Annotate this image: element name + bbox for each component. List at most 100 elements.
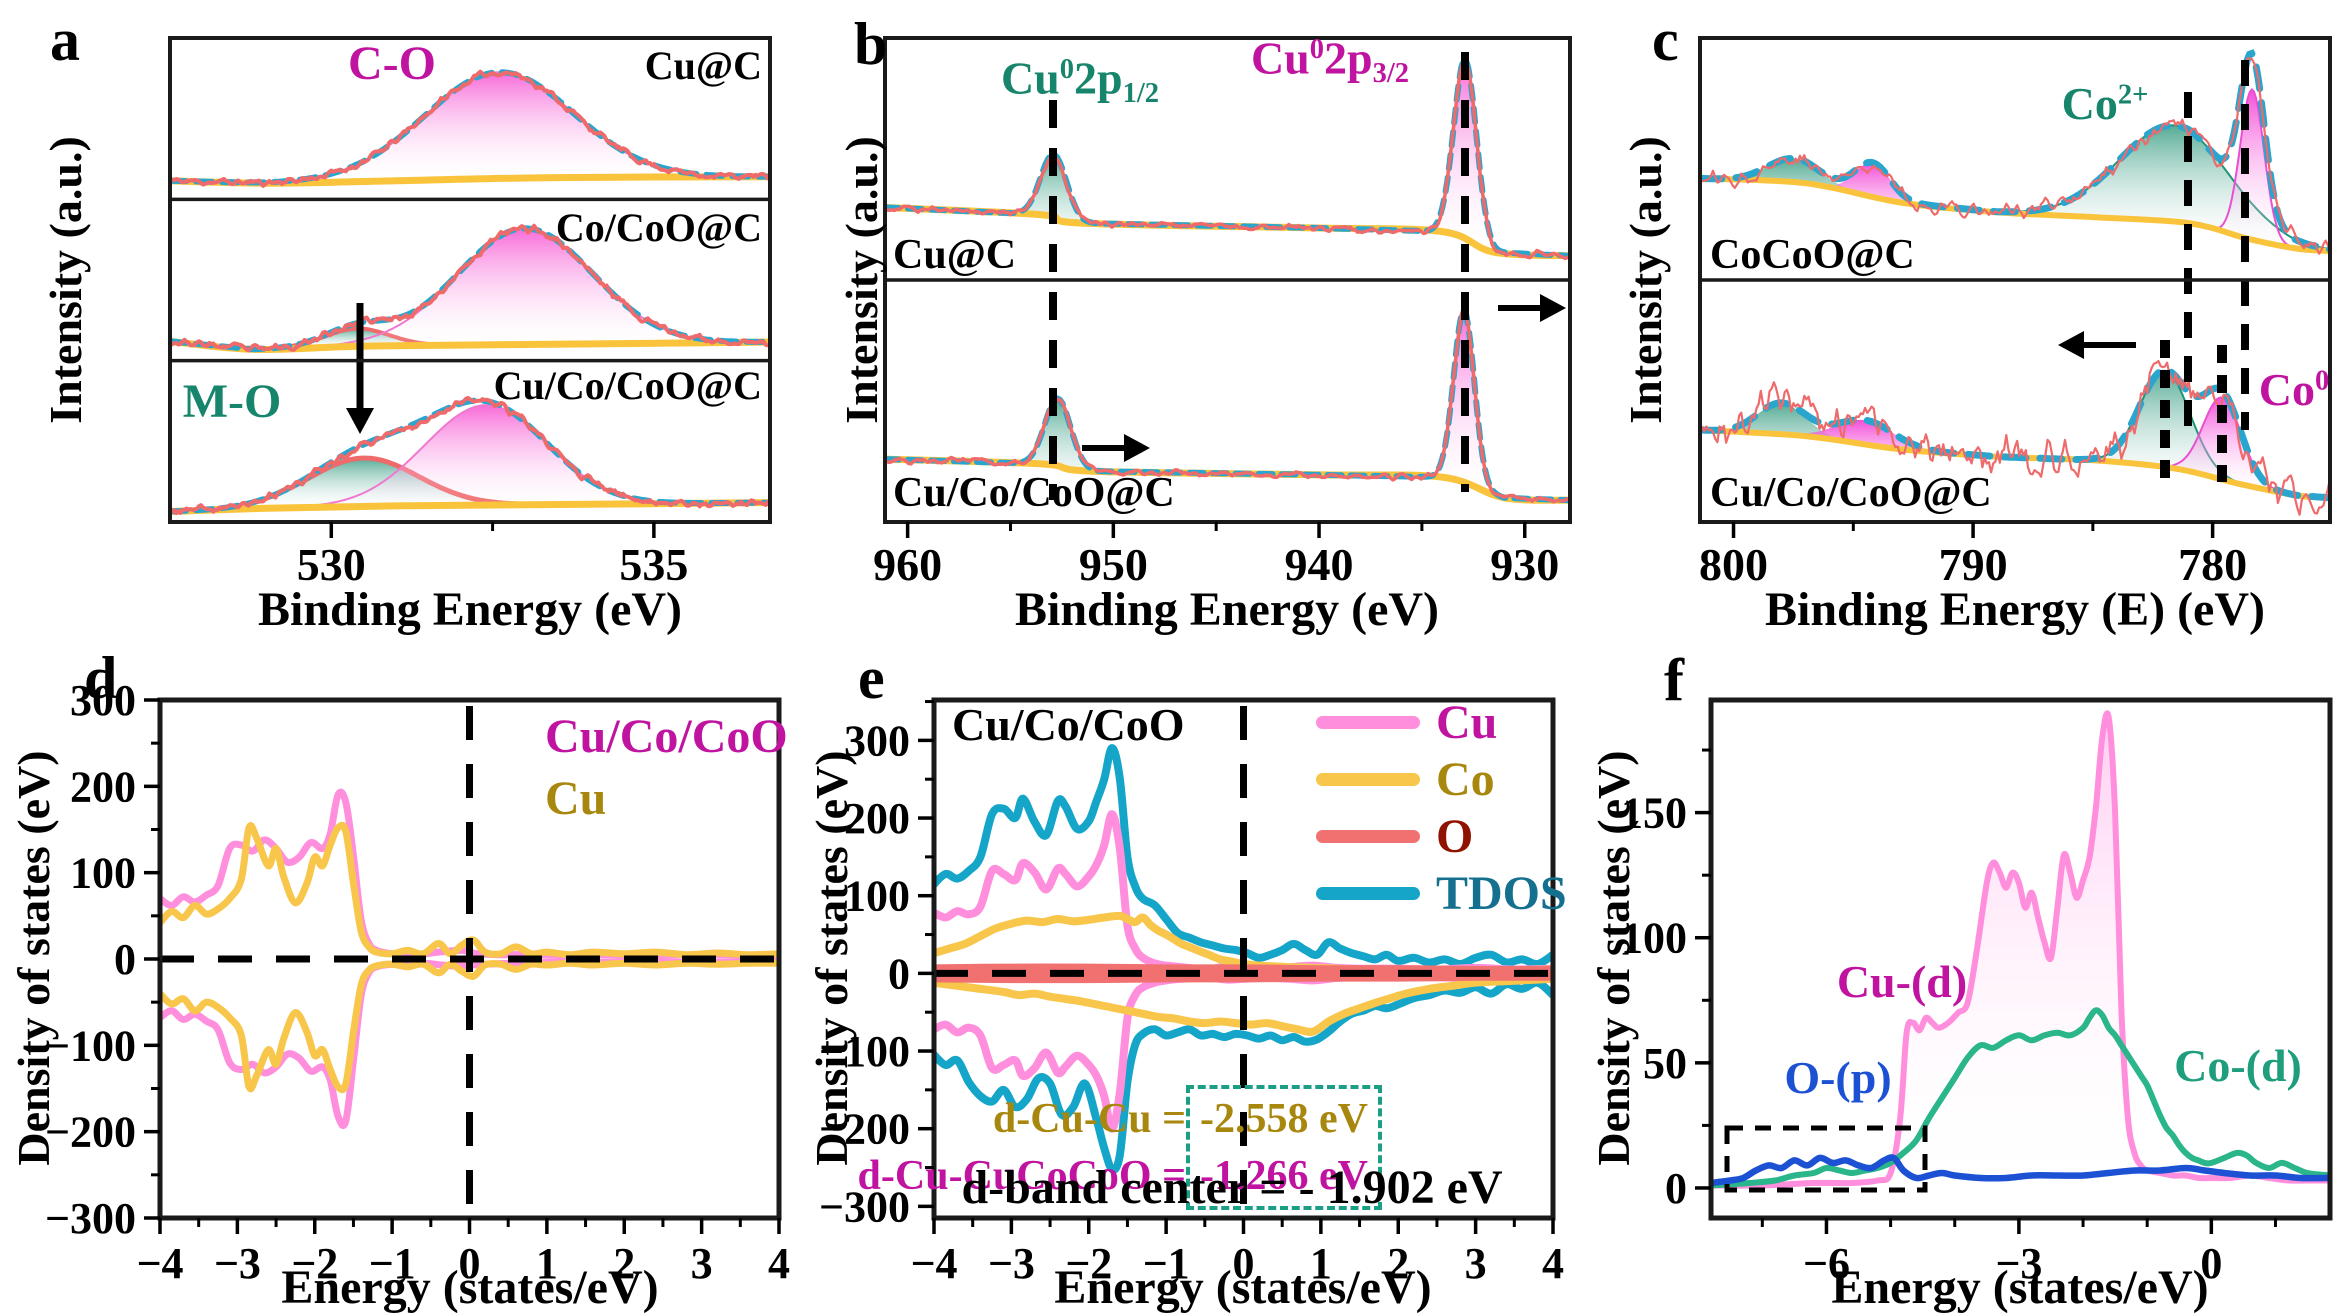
- svg-text:0: 0: [1665, 1164, 1687, 1213]
- panel-b-xlabel: Binding Energy (eV): [1014, 583, 1440, 636]
- panel-c-ylabel: Intensity (a.u.): [1620, 136, 1671, 424]
- o-line-swatch: [1316, 830, 1420, 843]
- panel-d-dband-values-box: -2.558 eV -1.266 eV: [1186, 1085, 1382, 1211]
- panel-c-xlabel: Binding Energy (E) (eV): [1764, 583, 2266, 636]
- svg-text:−300: −300: [819, 1182, 910, 1231]
- svg-text:−2: −2: [291, 1239, 338, 1288]
- panel-f-cud-label: Cu-(d): [1836, 956, 1968, 1007]
- panel-c-co0-label: Co0: [2258, 364, 2330, 415]
- panel-b-ylabel: Intensity (a.u.): [836, 136, 887, 424]
- svg-text:−100: −100: [819, 1027, 910, 1076]
- svg-text:200: 200: [844, 794, 910, 843]
- panel-d-legend-cucocoo: Cu/Co/CoO: [545, 710, 788, 763]
- svg-text:530: 530: [297, 539, 366, 590]
- svg-text:3: 3: [691, 1239, 713, 1288]
- panel-a-ylabel: Intensity (a.u.): [40, 136, 91, 424]
- panel-b-sample-2: Cu/Co/CoO@C: [893, 470, 1175, 516]
- svg-text:−300: −300: [45, 1194, 136, 1243]
- svg-text:0: 0: [114, 935, 136, 984]
- legend-row-o: O: [1316, 808, 1567, 865]
- panel-b-peak2-label: Cu02p3/2: [1250, 32, 1410, 90]
- legend-row-cu: Cu: [1316, 694, 1567, 751]
- svg-text:2: 2: [1387, 1239, 1409, 1288]
- svg-text:4: 4: [1542, 1239, 1564, 1288]
- svg-text:−4: −4: [910, 1239, 957, 1288]
- panel-d-legend-cu: Cu: [545, 772, 607, 826]
- svg-text:3: 3: [1465, 1239, 1487, 1288]
- legend-row-tdos: TDOS: [1316, 865, 1567, 922]
- svg-text:780: 780: [2178, 539, 2247, 590]
- panel-c-sample-2: Cu/Co/CoO@C: [1710, 470, 1992, 516]
- svg-text:−200: −200: [819, 1105, 910, 1154]
- svg-text:0: 0: [459, 1239, 481, 1288]
- svg-text:940: 940: [1285, 539, 1354, 590]
- panel-f-op-label: O-(p): [1784, 1052, 1892, 1103]
- panel-f-ylabel: Density of states (eV): [1588, 750, 1639, 1166]
- svg-text:−3: −3: [1995, 1239, 2042, 1288]
- panel-d-legend: Cu/Co/CoO Cu: [545, 706, 788, 831]
- panel-a-xlabel: Binding Energy (eV): [257, 583, 683, 636]
- svg-text:−3: −3: [214, 1239, 261, 1288]
- panel-f-xlabel: Energy (states/eV): [1831, 1261, 2209, 1314]
- svg-text:0: 0: [888, 949, 910, 998]
- svg-text:100: 100: [844, 872, 910, 921]
- svg-text:100: 100: [70, 849, 136, 898]
- svg-text:0: 0: [2200, 1239, 2222, 1288]
- panel-d-letter: d: [84, 645, 118, 711]
- svg-text:2: 2: [613, 1239, 635, 1288]
- panel-b-sample-1: Cu@C: [893, 232, 1017, 278]
- panel-a-peak-mo-label: M-O: [182, 375, 282, 428]
- tdos-line-swatch: [1316, 887, 1420, 900]
- panel-b-letter: b: [854, 11, 888, 77]
- cu-line-swatch: [1316, 716, 1420, 729]
- panel-e-legend: Cu Co O TDOS: [1316, 694, 1567, 922]
- svg-text:790: 790: [1939, 539, 2008, 590]
- panel-a-sample-1: Cu@C: [644, 43, 762, 88]
- svg-text:200: 200: [70, 762, 136, 811]
- svg-text:300: 300: [70, 676, 136, 725]
- panel-e-xlabel: Energy (states/eV): [1054, 1261, 1432, 1314]
- panel-c-letter: c: [1652, 7, 1679, 73]
- svg-text:−4: −4: [136, 1239, 183, 1288]
- panel-e-title: Cu/Co/CoO: [952, 699, 1185, 750]
- panel-a-letter: a: [50, 7, 80, 73]
- svg-text:1: 1: [536, 1239, 558, 1288]
- panel-d-dband-annotation: d-Cu-Cu = d-Cu-CuCoCoO = -2.558 eV -1.26…: [858, 1085, 1382, 1211]
- svg-text:1: 1: [1310, 1239, 1332, 1288]
- panel-d-ylabel: Density of states (eV): [8, 750, 59, 1166]
- svg-text:50: 50: [1643, 1039, 1687, 1088]
- svg-text:4: 4: [768, 1239, 790, 1288]
- panel-a-sample-3: Cu/Co/CoO@C: [493, 363, 762, 408]
- svg-text:960: 960: [873, 539, 942, 590]
- co-line-swatch: [1316, 773, 1420, 786]
- svg-text:535: 535: [619, 539, 688, 590]
- svg-text:300: 300: [844, 716, 910, 765]
- svg-text:0: 0: [1233, 1239, 1255, 1288]
- svg-text:800: 800: [1699, 539, 1768, 590]
- svg-text:950: 950: [1079, 539, 1148, 590]
- panel-c-co2-label: Co2+: [2061, 78, 2149, 129]
- svg-text:−1: −1: [369, 1239, 416, 1288]
- svg-text:−1: −1: [1143, 1239, 1190, 1288]
- panel-e-ylabel: Density of states (eV): [806, 750, 857, 1166]
- legend-row-co: Co: [1316, 751, 1567, 808]
- panel-e-dband-annotation: d-band center = - 1.902 eV: [961, 1161, 1503, 1214]
- panel-a-peak-co-label: C-O: [348, 37, 436, 90]
- svg-text:100: 100: [1621, 914, 1687, 963]
- panel-d-xlabel: Energy (states/eV): [281, 1261, 659, 1314]
- panel-f-letter: f: [1664, 647, 1684, 713]
- panel-f-cod-label: Co-(d): [2174, 1040, 2302, 1091]
- panel-b-peak1-label: Cu02p1/2: [1000, 52, 1160, 110]
- svg-text:−100: −100: [45, 1021, 136, 1070]
- panel-a-sample-2: Co/CoO@C: [555, 205, 762, 250]
- panel-e-letter: e: [858, 645, 885, 711]
- svg-text:−3: −3: [988, 1239, 1035, 1288]
- panel-c-sample-1: CoCoO@C: [1710, 232, 1915, 278]
- svg-text:−6: −6: [1803, 1239, 1850, 1288]
- svg-text:−2: −2: [1065, 1239, 1112, 1288]
- svg-text:150: 150: [1621, 789, 1687, 838]
- svg-text:930: 930: [1490, 539, 1559, 590]
- svg-text:−200: −200: [45, 1108, 136, 1157]
